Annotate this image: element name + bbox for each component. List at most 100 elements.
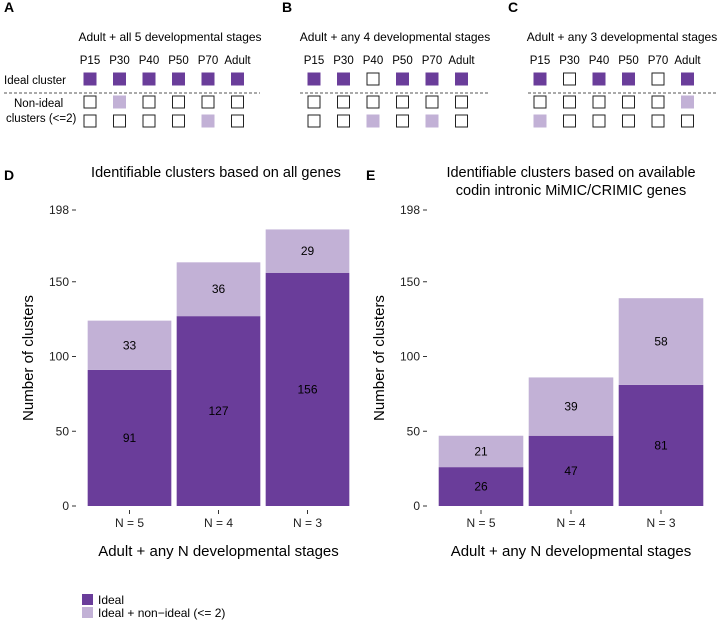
nonideal-box-empty: [425, 95, 439, 109]
stage-label: P40: [139, 55, 159, 67]
stage-label: P15: [530, 55, 550, 67]
nonideal-box-empty: [563, 114, 576, 128]
ideal-box-filled: [622, 72, 635, 86]
nonideal-box-filled: [681, 95, 694, 109]
ideal-box-filled: [337, 72, 350, 86]
nonideal-box-empty: [533, 95, 547, 109]
bar-nonideal: [618, 298, 704, 385]
nonideal-row-label-line2: clusters (<=2): [6, 113, 76, 125]
stage-label: P70: [422, 55, 442, 67]
legend-label-ideal: Ideal: [98, 593, 124, 607]
panel-label-e: E: [366, 167, 375, 183]
ideal-box-filled: [172, 72, 185, 86]
ideal-box-empty: [366, 72, 380, 86]
bar-ideal: [265, 272, 350, 506]
nonideal-box-filled: [533, 114, 547, 128]
schematic-layer: A Adult + all 5 developmental stages P15 P3…: [4, 0, 717, 128]
bar-value-label: 33: [123, 338, 137, 352]
nonideal-box-empty: [681, 114, 694, 128]
y-tick-label: 198: [400, 203, 420, 217]
bar-value-label: 21: [474, 444, 488, 458]
x-tick-label: N = 4: [204, 516, 233, 530]
stage-label: P30: [333, 55, 353, 67]
nonideal-box-empty: [337, 114, 350, 128]
x-tick-label: N = 4: [556, 516, 585, 530]
bar-nonideal: [528, 377, 614, 436]
x-tick-label: N = 5: [115, 516, 144, 530]
stage-label: P50: [168, 55, 188, 67]
stage-label: P15: [80, 55, 100, 67]
bar-value-label: 29: [301, 244, 315, 258]
y-tick-label: 50: [407, 424, 421, 438]
y-tick-label: 0: [413, 499, 420, 513]
nonideal-box-empty: [366, 95, 380, 109]
y-axis-label: Number of clusters: [20, 295, 37, 421]
stage-label: Adult: [448, 55, 475, 67]
nonideal-box-filled: [201, 114, 215, 128]
bar-value-label: 26: [474, 480, 488, 494]
ideal-row-label: Ideal cluster: [4, 75, 66, 87]
bar-value-label: 156: [297, 382, 317, 396]
ideal-box-empty: [651, 72, 665, 86]
ideal-box-filled: [533, 72, 547, 86]
bar-value-label: 91: [123, 431, 137, 445]
nonideal-box-filled: [366, 114, 380, 128]
chart-title: Identifiable clusters based on available: [446, 165, 695, 181]
bar-ideal: [176, 316, 261, 506]
nonideal-box-empty: [455, 95, 468, 109]
ideal-box-filled: [142, 72, 156, 86]
bar-value-label: 39: [564, 400, 578, 414]
y-tick-label: 150: [400, 275, 420, 289]
nonideal-box-empty: [231, 95, 244, 109]
nonideal-box-empty: [201, 95, 215, 109]
bar-nonideal: [176, 262, 261, 317]
bar-value-label: 81: [654, 438, 668, 452]
nonideal-box-filled: [425, 114, 439, 128]
stage-label: P40: [589, 55, 609, 67]
y-tick-label: 50: [56, 424, 70, 438]
bar-ideal: [528, 435, 614, 506]
stage-label: P15: [304, 55, 324, 67]
nonideal-box-filled: [113, 95, 126, 109]
legend-swatch-ideal: [82, 594, 93, 605]
nonideal-row-label-line1: Non-ideal: [14, 98, 63, 110]
ideal-box-filled: [592, 72, 606, 86]
panel-title-a: Adult + all 5 developmental stages: [78, 30, 261, 44]
legend: Ideal Ideal + non−ideal (<= 2): [82, 593, 225, 620]
y-tick-label: 100: [49, 350, 69, 364]
nonideal-box-empty: [651, 95, 665, 109]
nonideal-box-empty: [563, 95, 576, 109]
bar-nonideal: [265, 229, 350, 273]
x-axis-label: Adult + any N developmental stages: [98, 543, 339, 560]
ideal-box-filled: [113, 72, 126, 86]
bar-ideal: [618, 384, 704, 506]
bar-ideal: [87, 369, 172, 506]
y-axis-label: Number of clusters: [371, 295, 388, 421]
y-tick-label: 100: [400, 350, 420, 364]
ideal-box-empty: [563, 72, 576, 86]
legend-swatch-nonideal: [82, 607, 93, 618]
x-axis-label: Adult + any N developmental stages: [451, 543, 692, 560]
chart-title: codin intronic MiMIC/CRIMIC genes: [456, 183, 686, 199]
nonideal-box-empty: [337, 95, 350, 109]
stage-label: P70: [198, 55, 218, 67]
nonideal-box-empty: [142, 95, 156, 109]
ideal-box-filled: [201, 72, 215, 86]
stage-label: P50: [392, 55, 412, 67]
legend-label-nonideal: Ideal + non−ideal (<= 2): [98, 606, 225, 620]
panel-label-b: B: [282, 0, 292, 15]
nonideal-box-empty: [455, 114, 468, 128]
panel-label-c: C: [508, 0, 518, 15]
ideal-box-filled: [681, 72, 694, 86]
nonideal-box-empty: [651, 114, 665, 128]
nonideal-box-empty: [231, 114, 244, 128]
nonideal-box-empty: [83, 95, 97, 109]
stage-label: P30: [109, 55, 129, 67]
ideal-box-filled: [83, 72, 97, 86]
stage-label: Adult: [674, 55, 701, 67]
stage-label: P70: [648, 55, 668, 67]
nonideal-box-empty: [592, 114, 606, 128]
bar-nonideal: [438, 435, 524, 468]
nonideal-box-empty: [172, 95, 185, 109]
